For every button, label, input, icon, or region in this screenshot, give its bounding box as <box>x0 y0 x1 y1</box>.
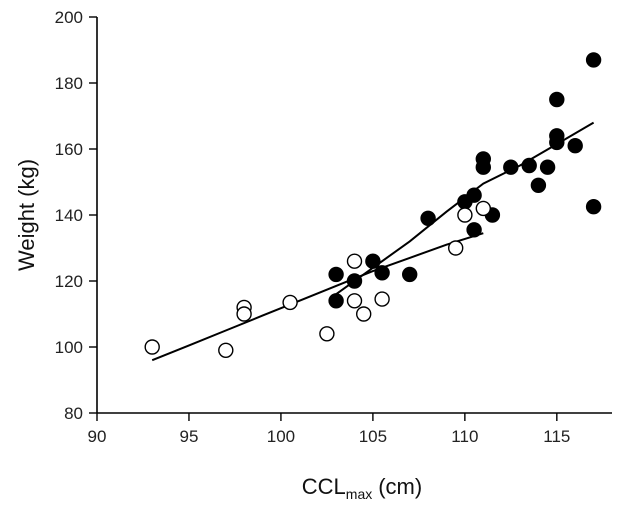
y-tick-label: 100 <box>55 338 83 357</box>
filled-data-point <box>585 198 602 215</box>
x-axis-title-subscript: max <box>346 486 372 502</box>
filled-data-point <box>549 91 565 108</box>
y-tick-label: 180 <box>55 74 83 93</box>
y-axis-title: Weight (kg) <box>14 159 39 271</box>
x-tick-label: 110 <box>451 427 478 446</box>
filled-data-point <box>374 265 390 281</box>
x-tick-label: 95 <box>180 427 199 446</box>
open-data-point <box>236 306 252 322</box>
filled-data-point <box>346 273 363 289</box>
filled-data-point <box>328 266 344 283</box>
open-data-point <box>346 293 363 309</box>
x-tick-label: 90 <box>88 427 107 446</box>
filled-data-point <box>503 159 519 175</box>
open-data-point <box>448 240 464 256</box>
filled-data-point <box>328 293 344 309</box>
open-data-point <box>346 253 363 269</box>
filled-data-point <box>365 253 381 269</box>
y-tick-label: 160 <box>55 140 83 159</box>
filled-data-point <box>567 137 583 154</box>
filled-data-point <box>521 157 537 174</box>
x-axis-title-unit: (cm) <box>378 474 422 499</box>
x-tick-label: 100 <box>267 427 295 446</box>
y-tick-label: 80 <box>64 404 83 423</box>
filled-data-point <box>530 177 547 194</box>
ticks: 90 95 100 105 110 115 80 100 120 140 160 180 200 <box>55 8 571 446</box>
filled-data-point <box>466 187 482 203</box>
open-data-point <box>144 339 160 355</box>
x-axis-title-main: CCL <box>302 474 346 499</box>
data-points <box>144 52 602 358</box>
filled-data-point <box>585 52 602 68</box>
filled-data-point <box>466 222 482 238</box>
open-data-point <box>319 326 335 342</box>
y-tick-label: 200 <box>55 8 83 27</box>
x-tick-label: 115 <box>543 427 570 446</box>
open-data-point <box>457 207 473 223</box>
filled-data-point <box>402 266 418 283</box>
filled-data-point <box>420 210 436 227</box>
axes <box>96 17 612 414</box>
fit-line <box>151 232 484 362</box>
filled-data-point <box>549 134 565 151</box>
open-data-point <box>218 342 234 358</box>
y-tick-label: 140 <box>55 206 83 225</box>
x-tick-label: 105 <box>359 427 387 446</box>
open-data-point <box>356 306 372 322</box>
open-data-point <box>374 291 390 307</box>
x-axis-title: CCLmax (cm) <box>302 474 422 502</box>
open-data-point <box>475 200 491 217</box>
open-data-point <box>282 294 298 311</box>
y-tick-label: 120 <box>55 272 83 291</box>
filled-data-point <box>539 159 556 175</box>
filled-data-point <box>475 159 491 175</box>
